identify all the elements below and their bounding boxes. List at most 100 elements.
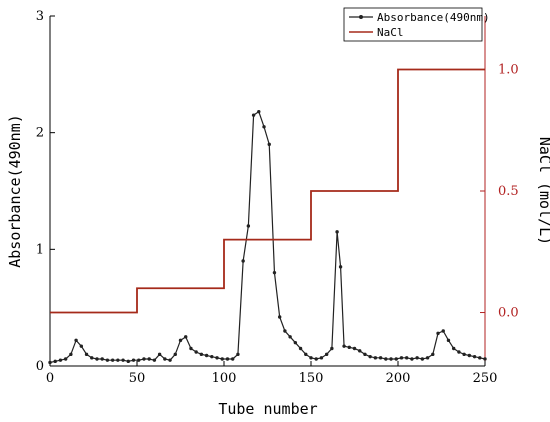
data-point: [58, 358, 63, 362]
data-point: [324, 352, 329, 357]
data-point: [338, 265, 343, 269]
data-point: [210, 354, 214, 359]
series-layer: [48, 68, 487, 365]
data-point: [293, 340, 298, 345]
y-right-tick-label: 0.5: [498, 184, 519, 199]
data-point: [347, 345, 351, 350]
y-left-tick-label: 3: [36, 9, 44, 24]
data-point: [277, 315, 282, 319]
data-point: [225, 357, 230, 361]
data-point: [152, 358, 157, 362]
data-point: [431, 352, 435, 357]
data-point: [215, 356, 219, 360]
data-point: [415, 356, 419, 360]
data-point: [272, 270, 277, 275]
data-point: [436, 331, 440, 336]
data-point: [257, 109, 261, 114]
y-left-tick-label: 0: [36, 359, 44, 374]
y-axis-left-title: Absorbance(490nm): [6, 114, 24, 268]
data-point: [231, 357, 235, 361]
data-point: [410, 357, 414, 361]
data-point: [105, 358, 110, 362]
data-point: [462, 352, 466, 357]
x-tick-label: 50: [129, 371, 146, 386]
legend-absorbance-label: Absorbance(490nm): [377, 11, 490, 24]
data-point: [100, 357, 104, 361]
data-point: [48, 360, 52, 365]
series-line-1: [50, 68, 485, 314]
data-point: [53, 359, 57, 364]
data-point: [405, 356, 409, 360]
y-axis-right-title: NaCl (mol/L): [536, 137, 550, 245]
data-point: [309, 356, 313, 360]
data-point: [126, 359, 130, 364]
data-point: [194, 350, 198, 354]
ticks: 0 50 100 150 200 250 0 1 2 3 0.0 0.5 1.0: [36, 9, 519, 386]
legend-box: [343, 7, 483, 42]
y-left-tick-label: 2: [36, 126, 44, 141]
x-tick-label: 100: [212, 371, 237, 386]
data-point: [304, 352, 308, 357]
data-point: [330, 346, 334, 351]
data-point: [425, 356, 430, 360]
x-tick-label: 0: [46, 371, 54, 386]
data-point: [116, 358, 120, 362]
y-left-tick-label: 1: [36, 242, 44, 257]
series-line-0: [49, 110, 486, 364]
data-point: [298, 346, 303, 351]
data-point: [335, 230, 339, 234]
data-point: [189, 346, 193, 351]
data-point: [173, 352, 177, 357]
data-point: [441, 329, 445, 333]
data-point: [483, 357, 487, 361]
data-point: [267, 142, 271, 147]
data-point: [241, 259, 245, 263]
data-point: [451, 346, 456, 351]
data-point: [147, 357, 151, 361]
data-point: [95, 357, 99, 361]
data-point: [399, 356, 404, 360]
data-point: [342, 344, 346, 348]
axes: [49, 16, 486, 367]
data-point: [373, 356, 378, 360]
data-point: [63, 357, 68, 361]
legend-absorbance-marker: [359, 15, 363, 19]
legend: Absorbance(490nm) NaCl: [343, 7, 490, 42]
data-point: [79, 344, 84, 348]
data-point: [352, 346, 357, 351]
data-point: [467, 353, 472, 358]
y-right-tick-label: 1.0: [498, 62, 519, 77]
data-point: [394, 357, 398, 361]
data-point: [199, 352, 204, 357]
data-point: [142, 357, 146, 361]
data-point: [251, 113, 256, 117]
data-point: [368, 354, 372, 359]
data-point: [184, 335, 188, 339]
data-point: [363, 352, 367, 357]
data-point: [288, 335, 292, 339]
data-point: [246, 224, 251, 228]
y-right-tick-label: 0.0: [498, 306, 519, 321]
data-point: [84, 352, 89, 357]
data-point: [131, 358, 136, 362]
legend-nacl-label: NaCl: [377, 26, 404, 39]
data-point: [163, 357, 167, 361]
data-point: [420, 357, 425, 361]
data-point: [178, 338, 183, 343]
x-tick-label: 150: [299, 371, 324, 386]
data-point: [220, 357, 224, 361]
data-point: [204, 353, 209, 358]
data-point: [478, 356, 482, 360]
data-point: [137, 358, 141, 362]
data-point: [157, 352, 162, 357]
x-tick-label: 250: [473, 371, 498, 386]
data-point: [378, 356, 383, 360]
data-point: [168, 358, 172, 362]
data-point: [121, 358, 125, 362]
data-point: [319, 356, 324, 360]
data-point: [283, 329, 287, 333]
data-point: [74, 338, 78, 343]
data-point: [262, 125, 266, 129]
data-point: [236, 352, 240, 357]
